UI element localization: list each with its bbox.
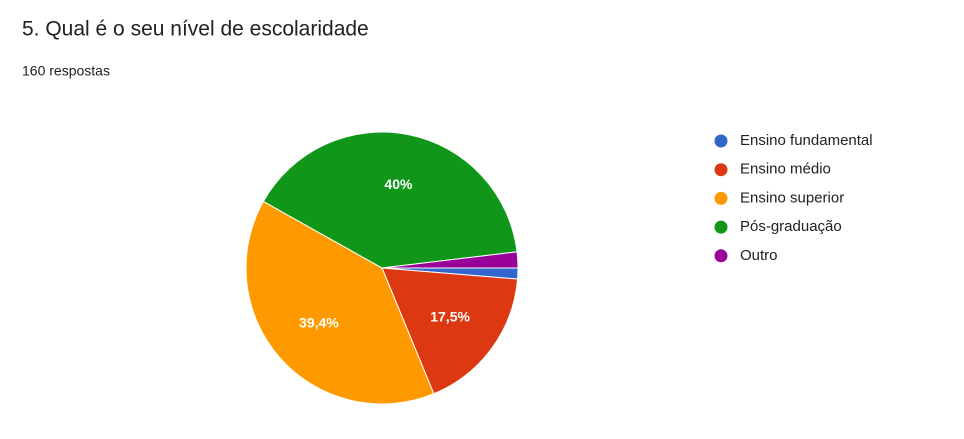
pie-slice [381, 251, 519, 269]
response-count: 160 respostas [22, 63, 110, 79]
legend-label: Pós-graduação [740, 218, 842, 235]
slice-label: 17,5% [430, 308, 470, 324]
pie-slice [262, 131, 518, 269]
legend-marker [714, 249, 728, 263]
slice-label: 40% [384, 176, 413, 192]
legend-label: Outro [740, 247, 778, 264]
legend-label: Ensino fundamental [740, 132, 873, 149]
legend-marker [714, 191, 728, 205]
legend-marker [714, 134, 728, 148]
legend-label: Ensino superior [740, 189, 844, 206]
legend-label: Ensino médio [740, 161, 831, 178]
chart-title: 5. Qual é o seu nível de escolaridade [22, 18, 369, 41]
slice-label: 39,4% [299, 315, 339, 331]
legend-marker [714, 220, 728, 234]
pie-slice [245, 200, 435, 405]
legend-marker [714, 163, 728, 177]
pie-slice [381, 267, 519, 395]
